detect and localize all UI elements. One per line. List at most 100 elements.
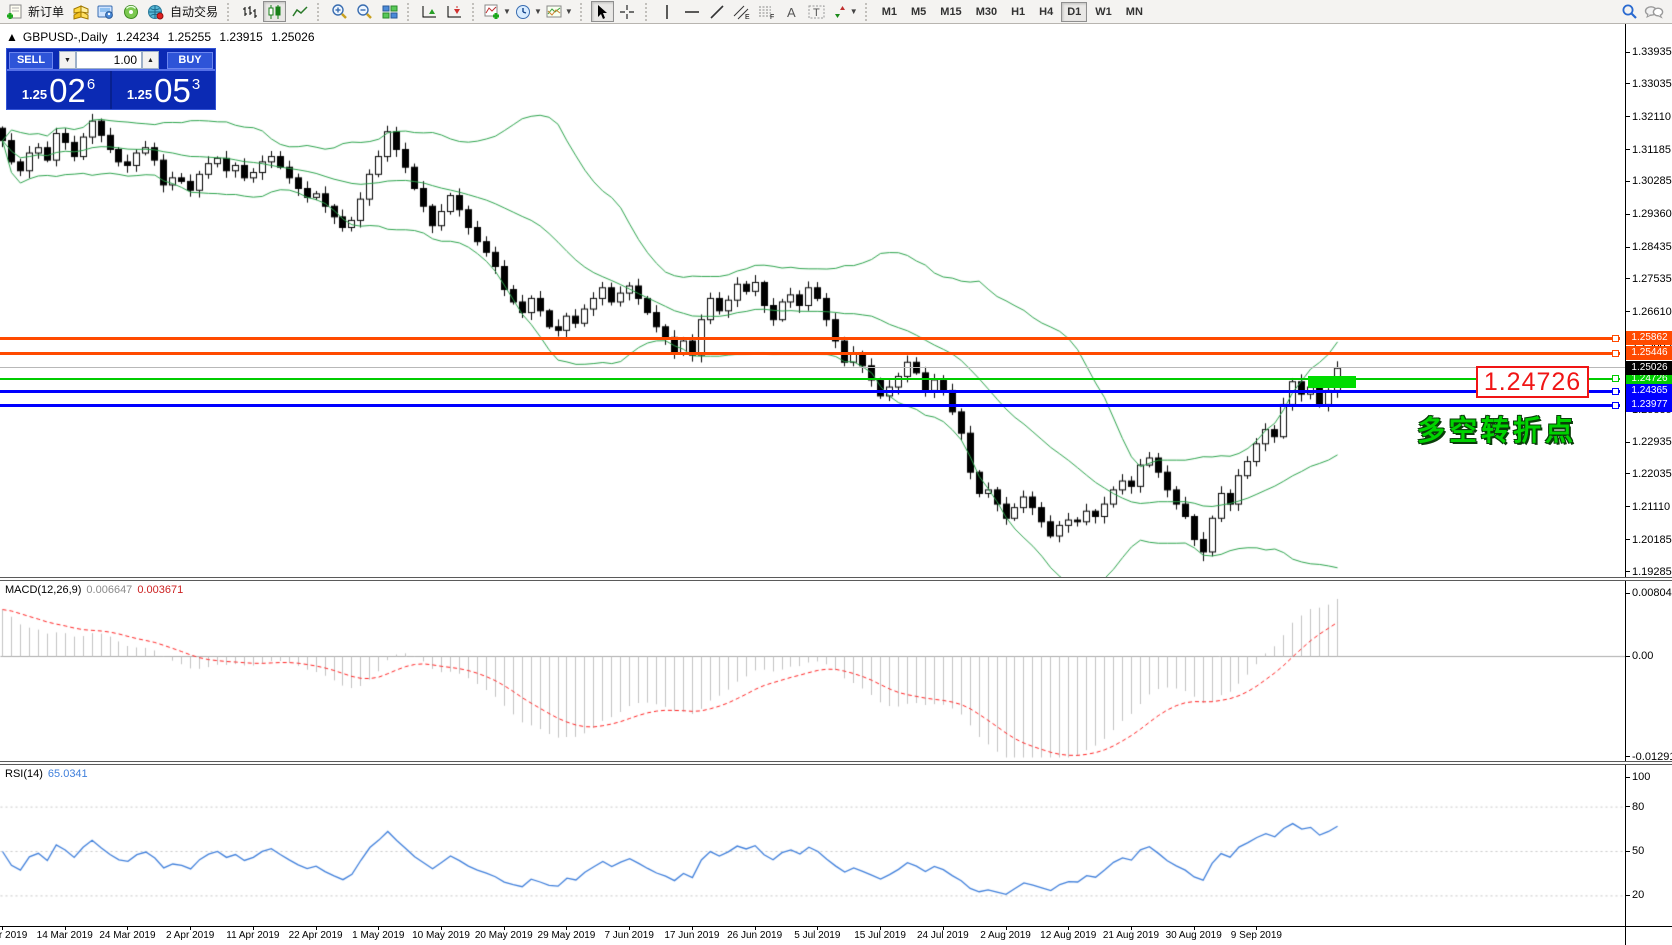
svg-text:T: T	[813, 7, 820, 19]
market-watch-button[interactable]	[69, 1, 92, 22]
horizontal-line-object[interactable]	[0, 389, 1620, 393]
rsi-panel-separator[interactable]	[0, 761, 1672, 765]
timeframe-m15-button[interactable]: M15	[940, 5, 962, 18]
periods-button[interactable]: ▼	[514, 1, 543, 22]
date-tick	[252, 926, 254, 930]
text-a-icon: A	[787, 5, 796, 20]
price-axis-label: 1.27535	[1632, 272, 1672, 285]
timeframe-mn-button[interactable]: MN	[1125, 5, 1143, 18]
bar-chart-button[interactable]	[238, 1, 261, 22]
text-label-button[interactable]: T	[806, 1, 829, 22]
timeframe-h1-button[interactable]: H1	[1011, 5, 1026, 18]
date-tick	[378, 926, 380, 930]
timeframe-w1-button[interactable]: W1	[1095, 5, 1112, 18]
indicators-button[interactable]: ▼	[483, 1, 512, 22]
sell-price-display[interactable]: 1.25 02 6	[7, 71, 110, 109]
crosshair-button[interactable]	[616, 1, 639, 22]
strategy-tester-button[interactable]	[119, 1, 142, 22]
price-axis-label: 1.32110	[1632, 110, 1671, 123]
toolbar-gripper	[227, 2, 233, 21]
toolbar-gripper	[317, 2, 323, 21]
macd-panel-canvas[interactable]	[0, 581, 1625, 760]
line-price-badge: 1.24365	[1626, 384, 1672, 399]
templates-button[interactable]: ▼	[545, 1, 574, 22]
auto-scroll-button[interactable]	[418, 1, 441, 22]
autotrading-button[interactable]	[144, 1, 167, 22]
line-end-marker	[1612, 349, 1619, 357]
cn-annotation-text[interactable]: 多空转折点	[1417, 415, 1578, 446]
volume-increase-button[interactable]: ▲	[142, 51, 159, 69]
dropdown-arrow-icon: ▼	[533, 7, 542, 16]
price-axis-label: 1.33935	[1632, 46, 1672, 58]
new-order-label[interactable]: 新订单	[28, 5, 65, 19]
price-callout-box[interactable]: 1.24726	[1476, 366, 1589, 398]
date-label: 29 May 2019	[537, 930, 596, 941]
horizontal-line-object[interactable]	[0, 377, 1620, 380]
text-button[interactable]: A	[781, 1, 804, 22]
toolbar-gripper	[864, 2, 871, 21]
date-label: 24 Jul 2019	[916, 930, 969, 941]
horizontal-line-button[interactable]	[681, 1, 704, 22]
date-tick	[566, 926, 568, 930]
symbol-period-label: GBPUSD-,Daily	[22, 30, 108, 44]
highlight-rectangle[interactable]	[1308, 376, 1356, 388]
zoom-in-button[interactable]	[328, 1, 351, 22]
tile-windows-button[interactable]	[378, 1, 401, 22]
sell-button[interactable]: SELL	[9, 51, 53, 69]
new-order-icon	[6, 4, 21, 19]
candlestick-chart-canvas[interactable]	[0, 24, 1625, 577]
new-order-button[interactable]	[2, 1, 25, 22]
auto-scroll-icon	[422, 5, 437, 17]
crosshair-icon	[620, 4, 635, 19]
macd-axis-label: -0.012914	[1632, 750, 1672, 763]
timeframe-m30-button[interactable]: M30	[975, 5, 998, 18]
buy-price-display[interactable]: 1.25 05 3	[112, 71, 215, 109]
price-axis-tick	[1625, 246, 1630, 248]
macd-panel-separator[interactable]	[0, 577, 1672, 581]
horizontal-line-object[interactable]	[0, 403, 1620, 407]
candlestick-chart-button[interactable]	[263, 1, 287, 22]
terminal-button[interactable]	[94, 1, 117, 22]
one-click-trading-panel: SELL ▼ 1.00 ▲ BUY 1.25 02 6 1.25 05 3	[6, 48, 216, 110]
chart-shift-button[interactable]	[443, 1, 466, 22]
date-label: 17 Jun 2019	[664, 930, 720, 941]
date-label: 5 Mar 2019	[0, 930, 28, 941]
fibonacci-icon: F	[759, 6, 775, 20]
rsi-panel-canvas[interactable]	[0, 765, 1625, 925]
volume-decrease-button[interactable]: ▼	[59, 51, 76, 69]
chat-button[interactable]	[1642, 1, 1665, 22]
price-axis-label: 1.21110	[1632, 500, 1671, 513]
timeframe-d1-button[interactable]: D1	[1061, 1, 1088, 22]
rsi-axis-label: 20	[1632, 889, 1645, 902]
macd-axis-tick	[1625, 655, 1630, 657]
arrows-button[interactable]: ▼	[831, 1, 859, 22]
dropdown-arrow-icon: ▼	[564, 7, 573, 16]
autotrading-label[interactable]: 自动交易	[170, 5, 219, 19]
line-chart-button[interactable]	[288, 1, 311, 22]
volume-input[interactable]: 1.00	[76, 51, 142, 69]
equidistant-channel-button[interactable]: E	[731, 1, 754, 22]
date-label: 2 Apr 2019	[165, 930, 215, 941]
fibonacci-button[interactable]: F	[756, 1, 779, 22]
date-label: 12 Aug 2019	[1040, 930, 1097, 941]
buy-button[interactable]: BUY	[167, 51, 213, 69]
timeframe-m1-button[interactable]: M1	[881, 5, 897, 18]
timeframe-h4-button[interactable]: H4	[1039, 5, 1054, 18]
rsi-label: RSI(14) 65.0341	[5, 768, 88, 780]
search-button[interactable]	[1617, 1, 1640, 22]
date-label: 1 May 2019	[352, 930, 405, 941]
cursor-button[interactable]	[590, 1, 614, 22]
timeframe-m5-button[interactable]: M5	[911, 5, 927, 18]
horizontal-line-object[interactable]	[0, 351, 1620, 355]
zoom-out-icon	[357, 4, 372, 19]
zoom-out-button[interactable]	[353, 1, 376, 22]
price-axis-label: 1.33035	[1632, 77, 1672, 90]
trendline-button[interactable]	[706, 1, 729, 22]
rsi-name: RSI(14)	[5, 768, 43, 780]
horizontal-line-object[interactable]	[0, 336, 1620, 340]
macd-signal-value: 0.003671	[137, 584, 184, 596]
autotrading-icon	[147, 4, 164, 19]
vertical-line-button[interactable]	[656, 1, 679, 22]
date-tick	[1005, 926, 1007, 930]
price-axis-label: 1.22935	[1632, 436, 1672, 449]
